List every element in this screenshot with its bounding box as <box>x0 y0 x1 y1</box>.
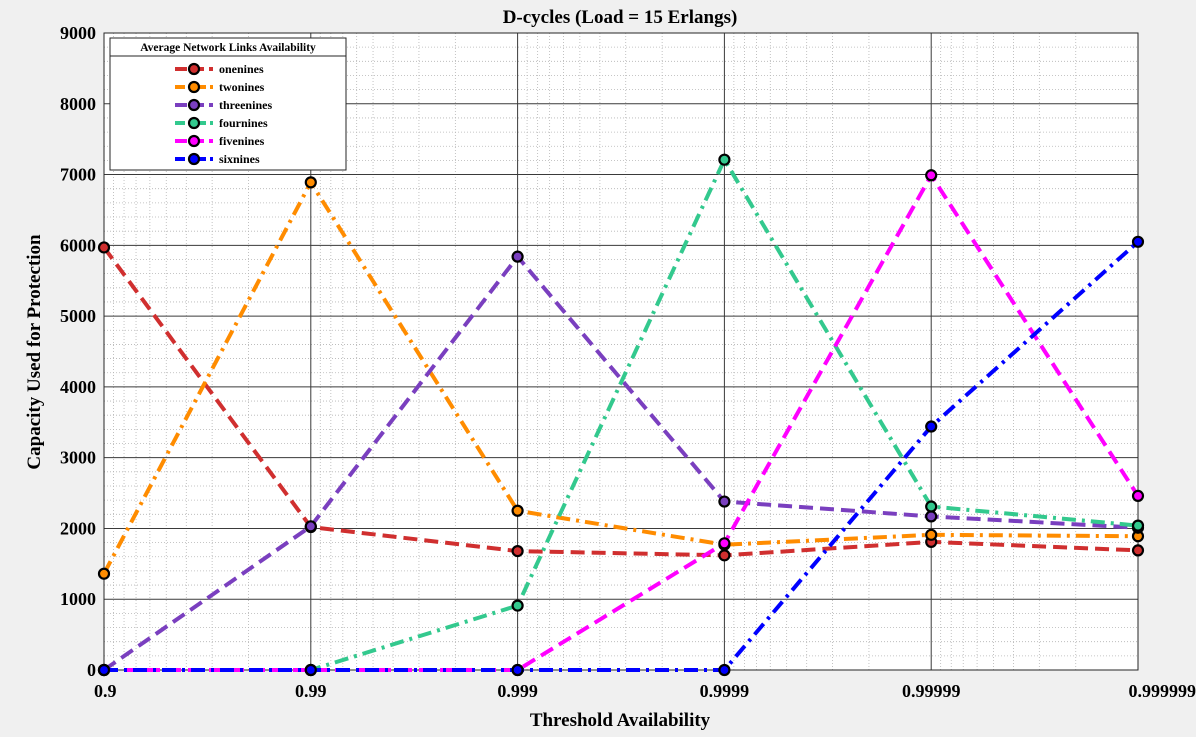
legend-label-onenines: onenines <box>219 62 264 76</box>
series-sixnines <box>97 235 1145 677</box>
legend-marker-fournines <box>187 116 201 130</box>
data-point-fournines <box>511 599 524 612</box>
series-line-onenines <box>102 246 1139 558</box>
data-point-onenines <box>718 549 731 562</box>
data-point-twonines <box>97 567 111 580</box>
data-point-threenines <box>511 250 524 263</box>
x-tick-labels: 0.9 0.99 0.999 0.9999 0.99999 0.999999 <box>94 681 1196 701</box>
y-tick-label: 7000 <box>60 165 96 185</box>
data-point-sixnines <box>97 663 111 677</box>
data-point-onenines <box>97 241 111 254</box>
x-tick-label: 0.99 <box>295 681 327 701</box>
legend-label-threenines: threenines <box>219 98 272 112</box>
legend-marker-sixnines <box>187 152 201 166</box>
y-tick-label: 4000 <box>60 377 96 397</box>
data-point-sixnines <box>1131 235 1145 248</box>
data-point-fournines <box>718 153 731 166</box>
legend-box <box>109 37 347 171</box>
y-axis-label: Capacity Used for Protection <box>24 234 45 470</box>
series-line-fournines <box>104 157 1139 672</box>
series-onenines <box>97 241 1145 562</box>
data-point-sixnines <box>304 663 317 677</box>
legend-label-sixnines: sixnines <box>219 152 260 166</box>
plot-frame <box>103 32 1139 671</box>
data-point-sixnines <box>925 420 938 433</box>
data-point-fournines <box>925 500 938 513</box>
legend: Average Network Links Availability onenin… <box>109 37 347 171</box>
y-tick-label: 2000 <box>60 518 96 538</box>
data-point-threenines <box>304 520 317 533</box>
data-point-fivenines <box>925 169 938 182</box>
data-point-twonines <box>925 528 938 541</box>
y-tick-label: 5000 <box>60 306 96 326</box>
data-point-sixnines <box>718 663 731 677</box>
series-line-sixnines <box>104 240 1140 672</box>
data-point-twonines <box>511 504 524 517</box>
x-axis-label: Threshold Availability <box>530 710 711 731</box>
data-point-onenines <box>511 544 524 558</box>
y-tick-label: 0 <box>87 660 96 680</box>
data-point-fivenines <box>718 537 731 550</box>
y-tick-labels: 0 1000 2000 3000 4000 5000 6000 7000 8000 9000 <box>60 23 96 680</box>
data-point-threenines <box>718 495 731 508</box>
chart-title: D-cycles (Load = 15 Erlangs) <box>503 7 738 28</box>
series-line-fivenines <box>104 173 1140 672</box>
legend-marker-onenines <box>187 62 201 76</box>
data-point-sixnines <box>511 663 524 677</box>
x-tick-label: 0.99999 <box>902 681 961 701</box>
x-tick-label: 0.9999 <box>700 681 750 701</box>
y-tick-label: 1000 <box>60 589 96 609</box>
data-point-fivenines <box>1131 489 1145 502</box>
minor-grid <box>104 33 1138 670</box>
y-tick-label: 8000 <box>60 94 96 114</box>
data-point-twonines <box>304 176 317 189</box>
legend-marker-twonines <box>187 80 201 94</box>
x-tick-label: 0.9 <box>94 681 117 701</box>
legend-label-fivenines: fivenines <box>219 134 265 148</box>
data-point-fournines <box>1131 519 1145 532</box>
legend-label-fournines: fournines <box>219 116 268 130</box>
y-tick-label: 6000 <box>60 235 96 255</box>
y-tick-label: 3000 <box>60 448 96 468</box>
data-point-onenines <box>1131 544 1145 557</box>
x-tick-label: 0.999 <box>497 681 538 701</box>
x-tick-label: 0.999999 <box>1129 681 1196 701</box>
legend-label-twonines: twonines <box>219 80 265 94</box>
legend-title: Average Network Links Availability <box>140 42 316 54</box>
y-tick-label: 9000 <box>60 23 96 43</box>
legend-marker-fivenines <box>187 134 201 148</box>
series-line-twonines <box>102 180 1139 575</box>
series-layer <box>97 153 1145 677</box>
data-point-threenines <box>925 510 938 523</box>
legend-marker-threenines <box>187 98 201 112</box>
